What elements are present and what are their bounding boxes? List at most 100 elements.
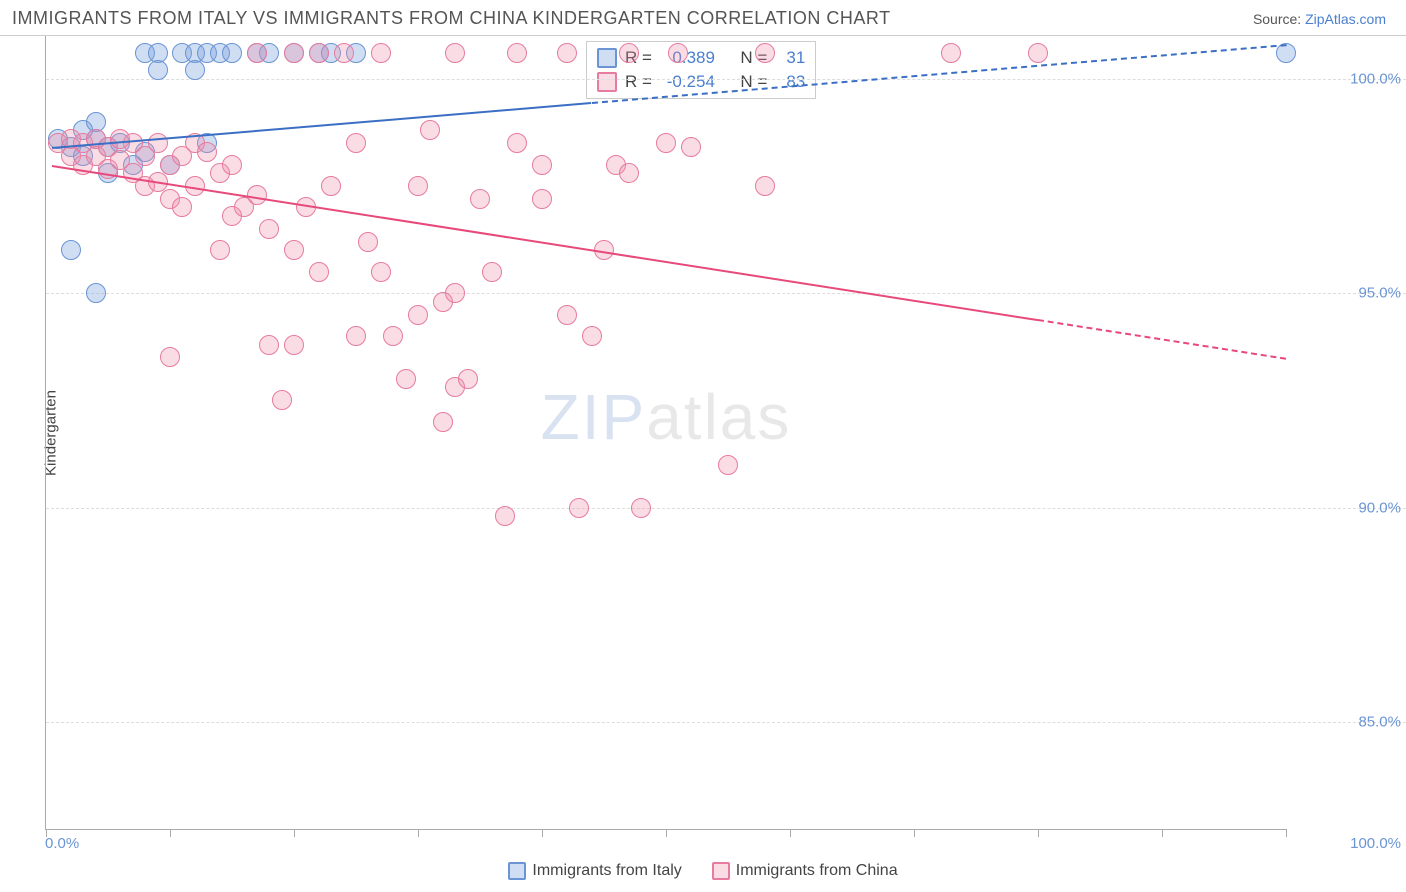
data-point-china bbox=[470, 189, 490, 209]
data-point-china bbox=[755, 43, 775, 63]
gridline bbox=[46, 722, 1406, 723]
data-point-china bbox=[247, 43, 267, 63]
data-point-china bbox=[1028, 43, 1048, 63]
x-tick bbox=[542, 829, 543, 837]
data-point-china bbox=[148, 133, 168, 153]
data-point-china bbox=[755, 176, 775, 196]
swatch-italy bbox=[597, 48, 617, 68]
data-point-china bbox=[445, 283, 465, 303]
source-attribution: Source: ZipAtlas.com bbox=[1253, 11, 1386, 27]
data-point-china bbox=[358, 232, 378, 252]
data-point-china bbox=[309, 262, 329, 282]
data-point-china bbox=[408, 176, 428, 196]
data-point-china bbox=[272, 390, 292, 410]
data-point-china bbox=[259, 335, 279, 355]
source-link[interactable]: ZipAtlas.com bbox=[1305, 11, 1386, 27]
plot-region: ZIPatlas R = 0.389 N = 31 R = -0.254 N =… bbox=[45, 36, 1286, 830]
n-value-italy: 31 bbox=[775, 48, 805, 68]
trend-line bbox=[1038, 319, 1286, 360]
data-point-china bbox=[557, 43, 577, 63]
legend-item-italy: Immigrants from Italy bbox=[508, 862, 681, 880]
x-axis-label-min: 0.0% bbox=[45, 835, 79, 852]
data-point-italy bbox=[61, 240, 81, 260]
data-point-china bbox=[259, 219, 279, 239]
data-point-china bbox=[619, 163, 639, 183]
data-point-italy bbox=[148, 60, 168, 80]
data-point-china bbox=[284, 335, 304, 355]
data-point-china bbox=[383, 326, 403, 346]
data-point-china bbox=[532, 155, 552, 175]
data-point-italy bbox=[222, 43, 242, 63]
data-point-china bbox=[582, 326, 602, 346]
data-point-china bbox=[172, 197, 192, 217]
gridline bbox=[46, 508, 1406, 509]
y-tick-label: 95.0% bbox=[1291, 285, 1401, 302]
data-point-china bbox=[197, 142, 217, 162]
data-point-china bbox=[681, 137, 701, 157]
x-tick bbox=[1162, 829, 1163, 837]
swatch-china bbox=[597, 72, 617, 92]
data-point-china bbox=[656, 133, 676, 153]
data-point-china bbox=[284, 43, 304, 63]
source-prefix: Source: bbox=[1253, 11, 1305, 27]
gridline bbox=[46, 79, 1406, 80]
data-point-china bbox=[420, 120, 440, 140]
data-point-china bbox=[718, 455, 738, 475]
trend-line bbox=[52, 165, 1038, 321]
chart-header: IMMIGRANTS FROM ITALY VS IMMIGRANTS FROM… bbox=[0, 0, 1406, 35]
data-point-china bbox=[557, 305, 577, 325]
data-point-china bbox=[247, 185, 267, 205]
legend-item-china: Immigrants from China bbox=[712, 862, 898, 880]
x-axis-label-max: 100.0% bbox=[1350, 835, 1401, 852]
data-point-china bbox=[445, 43, 465, 63]
data-point-italy bbox=[86, 283, 106, 303]
y-tick-label: 85.0% bbox=[1291, 713, 1401, 730]
x-tick bbox=[294, 829, 295, 837]
data-point-china bbox=[334, 43, 354, 63]
watermark-zip: ZIP bbox=[541, 381, 647, 453]
y-tick-label: 90.0% bbox=[1291, 499, 1401, 516]
data-point-china bbox=[631, 498, 651, 518]
data-point-china bbox=[371, 262, 391, 282]
x-tick bbox=[418, 829, 419, 837]
data-point-china bbox=[309, 43, 329, 63]
watermark: ZIPatlas bbox=[541, 380, 792, 454]
data-point-china bbox=[321, 176, 341, 196]
legend-label-italy: Immigrants from Italy bbox=[532, 862, 681, 880]
x-tick bbox=[914, 829, 915, 837]
data-point-china bbox=[160, 347, 180, 367]
x-tick bbox=[1286, 829, 1287, 837]
data-point-china bbox=[284, 240, 304, 260]
data-point-china bbox=[396, 369, 416, 389]
data-point-china bbox=[433, 412, 453, 432]
legend-stats-row-china: R = -0.254 N = 83 bbox=[597, 70, 805, 94]
data-point-china bbox=[346, 326, 366, 346]
gridline bbox=[46, 293, 1406, 294]
data-point-china bbox=[941, 43, 961, 63]
chart-area: Kindergarten ZIPatlas R = 0.389 N = 31 R… bbox=[0, 35, 1406, 830]
data-point-china bbox=[210, 240, 230, 260]
x-tick bbox=[170, 829, 171, 837]
x-tick bbox=[790, 829, 791, 837]
data-point-china bbox=[371, 43, 391, 63]
data-point-china bbox=[619, 43, 639, 63]
data-point-china bbox=[482, 262, 502, 282]
data-point-china bbox=[458, 369, 478, 389]
data-point-china bbox=[532, 189, 552, 209]
swatch-china bbox=[712, 862, 730, 880]
data-point-china bbox=[507, 133, 527, 153]
x-tick bbox=[1038, 829, 1039, 837]
legend-bottom: Immigrants from Italy Immigrants from Ch… bbox=[0, 862, 1406, 880]
swatch-italy bbox=[508, 862, 526, 880]
watermark-atlas: atlas bbox=[646, 381, 791, 453]
x-tick bbox=[666, 829, 667, 837]
data-point-italy bbox=[185, 60, 205, 80]
r-label: R = bbox=[625, 72, 652, 92]
data-point-china bbox=[668, 43, 688, 63]
data-point-china bbox=[408, 305, 428, 325]
data-point-china bbox=[507, 43, 527, 63]
r-value-china: -0.254 bbox=[660, 72, 715, 92]
y-tick-label: 100.0% bbox=[1291, 70, 1401, 87]
n-value-china: 83 bbox=[775, 72, 805, 92]
chart-title: IMMIGRANTS FROM ITALY VS IMMIGRANTS FROM… bbox=[12, 8, 891, 29]
